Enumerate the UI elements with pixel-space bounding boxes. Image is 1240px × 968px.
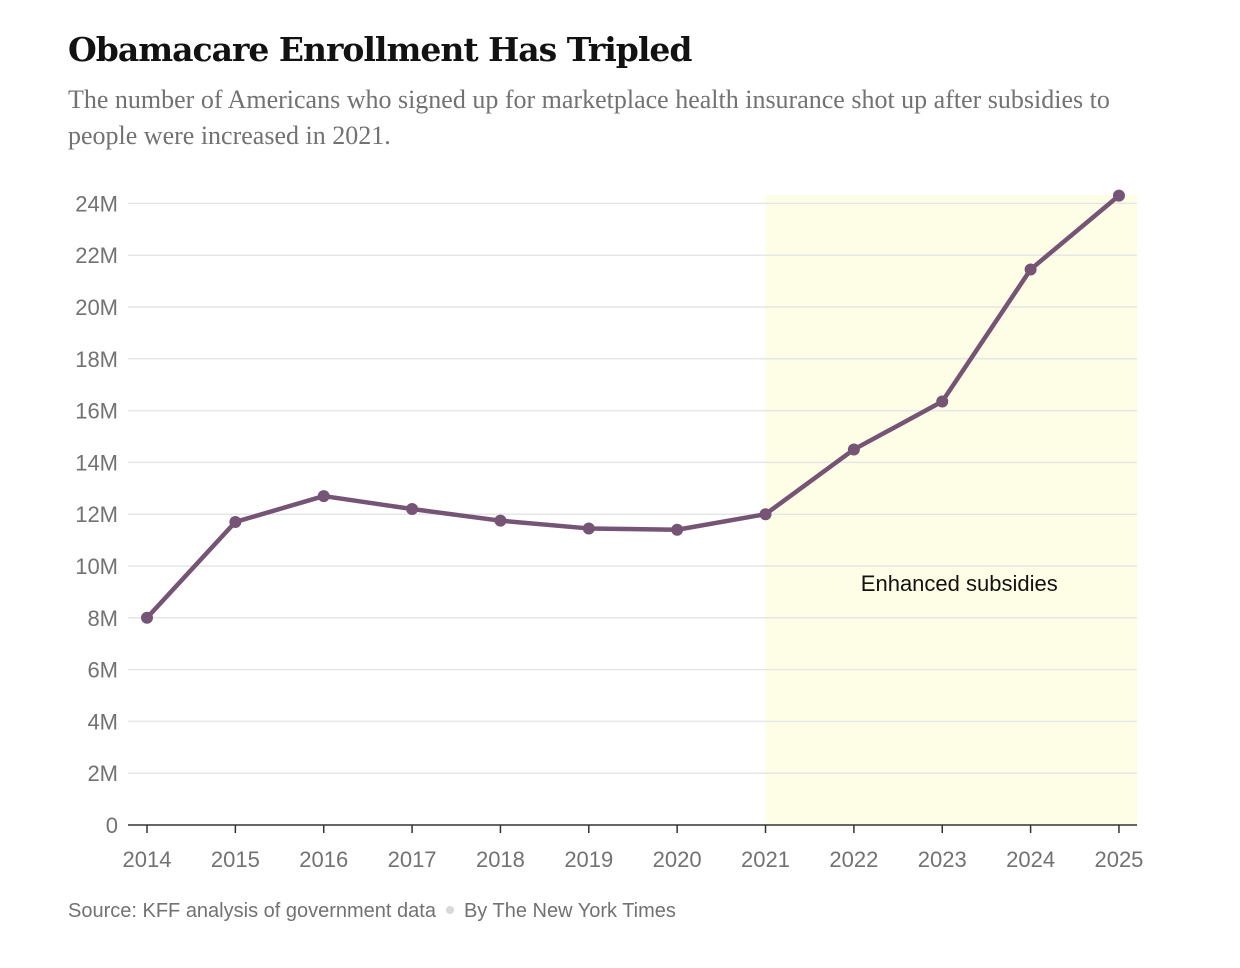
y-tick-label: 0: [106, 813, 118, 838]
byline-text: By The New York Times: [463, 900, 676, 922]
y-tick-label: 20M: [75, 295, 118, 320]
source-note: Source: KFF analysis of government data B…: [68, 900, 676, 923]
y-tick-label: 6M: [87, 658, 118, 683]
data-point: [229, 515, 242, 528]
data-point: [847, 443, 860, 456]
y-tick-label: 22M: [75, 243, 118, 268]
data-point: [936, 395, 949, 408]
chart-title: Obamacare Enrollment Has Tripled: [68, 30, 692, 69]
y-tick-label: 14M: [75, 450, 118, 475]
y-tick-label: 8M: [87, 606, 118, 631]
y-tick-label: 2M: [87, 761, 118, 786]
y-tick-label: 18M: [75, 347, 118, 372]
data-point: [1024, 263, 1037, 276]
data-point: [671, 523, 684, 536]
source-text: Source: KFF analysis of government data: [68, 900, 436, 922]
x-tick-label: 2025: [1094, 847, 1143, 872]
x-tick-label: 2023: [918, 847, 967, 872]
y-tick-label: 4M: [87, 709, 118, 734]
x-tick-label: 2020: [653, 847, 702, 872]
data-point: [759, 508, 772, 521]
y-tick-label: 24M: [75, 191, 118, 216]
data-point: [582, 522, 595, 535]
data-point: [406, 503, 419, 516]
y-tick-label: 16M: [75, 399, 118, 424]
x-tick-label: 2017: [388, 847, 437, 872]
x-tick-label: 2019: [564, 847, 613, 872]
highlight-label: Enhanced subsidies: [861, 571, 1058, 596]
x-tick-label: 2015: [211, 847, 260, 872]
x-tick-label: 2022: [829, 847, 878, 872]
y-tick-label: 12M: [75, 502, 118, 527]
data-point: [494, 514, 507, 527]
x-tick-label: 2014: [123, 847, 172, 872]
x-tick-label: 2016: [299, 847, 348, 872]
data-point: [141, 611, 153, 624]
x-tick-label: 2018: [476, 847, 525, 872]
series-line: [144, 193, 1122, 621]
highlight-band: [765, 195, 1137, 825]
separator-dot-icon: [445, 905, 454, 914]
chart-subtitle: The number of Americans who signed up fo…: [68, 85, 1110, 150]
data-point: [1112, 189, 1125, 202]
x-tick-label: 2021: [741, 847, 790, 872]
data-point: [317, 490, 330, 503]
x-tick-label: 2024: [1006, 847, 1055, 872]
y-tick-label: 10M: [75, 554, 118, 579]
